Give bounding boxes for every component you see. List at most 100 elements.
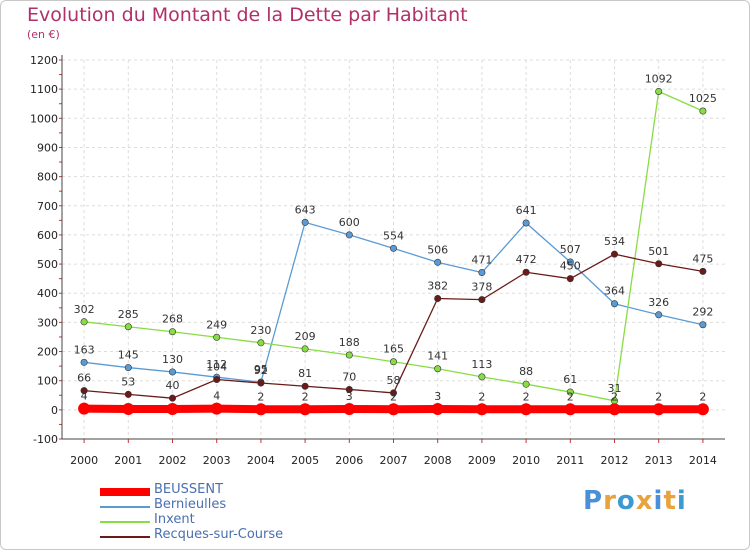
data-point (434, 294, 442, 302)
y-tick-label: 500 (37, 258, 58, 271)
logo-letter: P (583, 486, 604, 516)
y-tick-label: 700 (37, 200, 58, 213)
axes: -100 0 100 200 300 400 500 600 700 800 900 1000 1100… (30, 54, 725, 467)
x-tick-label: 2010 (512, 454, 540, 467)
data-label: 285 (118, 308, 139, 321)
y-tick-label: 200 (37, 346, 58, 359)
data-point (434, 365, 442, 373)
data-point (566, 388, 574, 396)
y-tick-label: 400 (37, 287, 58, 300)
data-point (564, 403, 577, 416)
data-label: 53 (121, 375, 135, 388)
data-label: 302 (74, 303, 95, 316)
data-point (478, 296, 486, 304)
legend-label: Bernieulles (154, 497, 227, 512)
data-label: 326 (648, 296, 669, 309)
data-label: 382 (427, 279, 448, 292)
data-label: 364 (604, 285, 625, 298)
series-lines (78, 87, 709, 416)
legend-swatch (100, 536, 150, 538)
grid-lines (62, 59, 725, 440)
x-tick-label: 2011 (556, 454, 584, 467)
logo-letter: o (616, 486, 636, 516)
data-label: 95 (254, 363, 268, 376)
x-tick-label: 2006 (335, 454, 363, 467)
proxiti-logo: Proxiti (583, 486, 687, 516)
data-point (210, 402, 223, 415)
x-tick-label: 2014 (689, 454, 717, 467)
y-tick-label: 900 (37, 141, 58, 154)
y-tick-label: 600 (37, 229, 58, 242)
data-point (124, 390, 132, 398)
y-tick-label: 100 (37, 375, 58, 388)
x-tick-label: 2005 (291, 454, 319, 467)
data-label: 450 (560, 260, 581, 273)
data-point (699, 267, 707, 275)
legend-label: Recques-sur-Course (154, 527, 284, 542)
data-point (566, 275, 574, 283)
x-tick-label: 2004 (247, 454, 275, 467)
y-tick-label: 1000 (30, 112, 58, 125)
data-point (608, 403, 621, 416)
data-label: 113 (471, 358, 492, 371)
data-point (169, 368, 177, 376)
data-point (610, 300, 618, 308)
data-point (699, 107, 707, 115)
data-label: 475 (692, 252, 713, 265)
data-point (431, 402, 444, 415)
data-point (655, 87, 663, 95)
data-point (301, 345, 309, 353)
data-label: 472 (516, 253, 537, 266)
data-point (345, 385, 353, 393)
data-point (475, 403, 488, 416)
data-point (299, 403, 312, 416)
legend-swatch (100, 488, 150, 496)
x-tick-label: 2003 (203, 454, 231, 467)
x-tick-label: 2002 (159, 454, 187, 467)
data-point (389, 389, 397, 397)
data-point (434, 258, 442, 266)
data-point (254, 403, 267, 416)
data-label: 61 (563, 373, 577, 386)
data-label: 40 (166, 379, 180, 392)
data-point (655, 260, 663, 268)
data-label: 145 (118, 349, 139, 362)
y-tick-label: 1200 (30, 54, 58, 67)
x-tick-label: 2008 (424, 454, 452, 467)
data-point (257, 379, 265, 387)
data-point (478, 373, 486, 381)
data-label: 292 (692, 306, 713, 319)
data-label: 643 (295, 203, 316, 216)
chart-title: Evolution du Montant de la Dette par Hab… (27, 4, 468, 26)
data-point (301, 382, 309, 390)
data-label: 600 (339, 216, 360, 229)
data-point (389, 244, 397, 252)
y-tick-label: 1100 (30, 83, 58, 96)
data-label: 188 (339, 336, 360, 349)
data-label: 141 (427, 350, 448, 363)
data-label: 2 (611, 390, 618, 403)
data-point (652, 403, 665, 416)
data-label: 249 (206, 318, 227, 331)
data-point (169, 394, 177, 402)
data-label: 641 (516, 204, 537, 217)
data-point (696, 403, 709, 416)
x-tick-label: 2000 (70, 454, 98, 467)
data-point (343, 402, 356, 415)
data-label: 2 (302, 390, 309, 403)
data-point (389, 358, 397, 366)
data-label: 2 (257, 390, 264, 403)
x-tick-label: 2001 (114, 454, 142, 467)
data-label: 31 (608, 382, 622, 395)
logo-letter: t (663, 486, 677, 516)
logo-letter: x (635, 486, 654, 516)
data-label: 3 (346, 390, 353, 403)
data-label: 92 (254, 364, 268, 377)
data-label: 507 (560, 243, 581, 256)
data-label: 506 (427, 243, 448, 256)
data-point (520, 403, 533, 416)
data-point (522, 268, 530, 276)
y-tick-label: 300 (37, 316, 58, 329)
data-label: 2 (523, 390, 530, 403)
